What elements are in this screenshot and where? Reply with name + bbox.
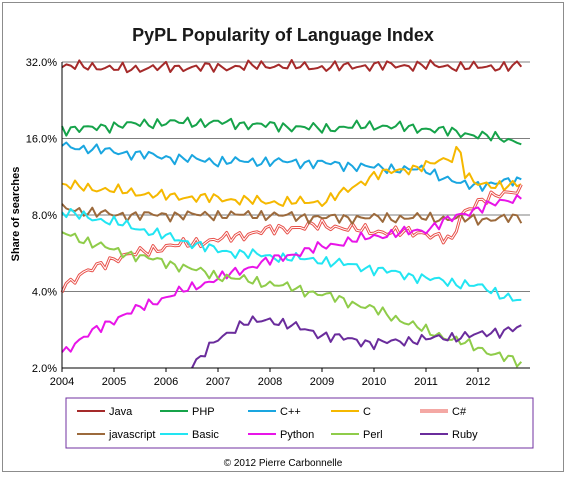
legend-label: C++	[280, 406, 301, 418]
x-tick-label: 2011	[414, 376, 438, 388]
series-line	[61, 116, 522, 146]
series-line-inner	[61, 184, 522, 293]
series-line	[61, 194, 522, 353]
legend-label: C#	[452, 406, 467, 418]
y-tick-label: 32.0%	[26, 57, 57, 69]
legend-label: PHP	[192, 406, 215, 418]
series-line	[61, 145, 522, 207]
legend-box	[65, 397, 534, 449]
chart-frame	[2, 2, 564, 472]
copyright-footer: © 2012 Pierre Carbonnelle	[224, 458, 343, 469]
x-tick-label: 2005	[102, 376, 126, 388]
y-tick-label: 4.0%	[32, 287, 57, 299]
legend-label: Perl	[363, 429, 383, 441]
axes	[61, 62, 530, 372]
legend-label: Python	[280, 429, 314, 441]
y-tick-label: 8.0%	[32, 210, 57, 222]
x-tick-label: 2006	[154, 376, 178, 388]
legend-label: Ruby	[452, 429, 478, 441]
legend-label: Java	[109, 406, 133, 418]
x-tick-label: 2004	[50, 376, 74, 388]
series-line	[191, 315, 522, 369]
y-tick-labels: 2.0% 4.0% 8.0% 16.0% 32.0%	[26, 57, 57, 375]
series-line	[61, 141, 522, 192]
x-tick-label: 2012	[466, 376, 490, 388]
legend-label: Basic	[192, 429, 219, 441]
legend-label: javascript	[108, 429, 155, 441]
x-tick-label: 2008	[258, 376, 282, 388]
x-tick-label: 2007	[206, 376, 230, 388]
x-tick-label: 2009	[310, 376, 334, 388]
series-line	[61, 59, 523, 74]
legend: Java PHP C++ C C# javascript Basic Python Perl Ru…	[65, 397, 534, 449]
legend-label: C	[363, 406, 371, 418]
x-tick-label: 2010	[362, 376, 386, 388]
y-tick-label: 2.0%	[32, 363, 57, 375]
series-line	[61, 231, 523, 368]
chart-title: PyPL Popularity of Language Index	[132, 25, 434, 45]
x-tick-labels: 2004 2005 2006 2007 2008 2009 2010 2011 2012	[50, 376, 490, 388]
plot-area	[60, 59, 523, 369]
series-line	[61, 208, 522, 302]
y-tick-label: 16.0%	[26, 134, 57, 146]
y-axis-label: Share of searches	[10, 167, 22, 262]
